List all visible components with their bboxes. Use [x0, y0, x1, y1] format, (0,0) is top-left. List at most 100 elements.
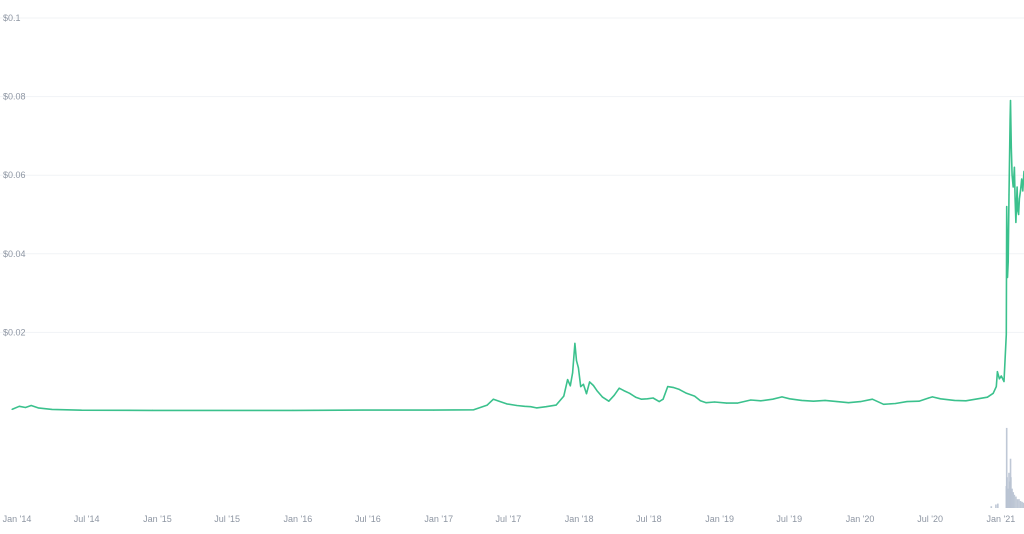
price-point: [824, 399, 826, 401]
price-point: [628, 392, 631, 394]
volume-bar: [1008, 481, 1011, 508]
price-point: [1006, 276, 1009, 278]
volume-bar: [1013, 494, 1016, 508]
price-point: [646, 398, 648, 400]
price-point: [585, 393, 588, 395]
x-axis-ticks: Jan '14 Jul '14 Jan '15 Jul '15 Jan '16 Jul '…: [3, 514, 1016, 524]
price-point: [894, 402, 897, 405]
price-point: [672, 386, 674, 389]
price-point: [1022, 190, 1024, 192]
price-point: [931, 396, 934, 398]
y-tick-label: $0.08: [3, 92, 26, 102]
price-point: [1007, 261, 1009, 263]
price-point: [362, 409, 364, 411]
x-tick-label: Jul '16: [355, 514, 381, 524]
price-point: [1009, 99, 1012, 102]
price-point: [725, 402, 728, 404]
price-point: [977, 398, 979, 400]
price-point: [678, 388, 680, 390]
price-point: [1000, 375, 1002, 377]
price-point: [953, 399, 955, 401]
price-point: [151, 409, 154, 412]
price-point: [1021, 178, 1023, 180]
price-point: [781, 396, 783, 398]
volume-bar: [1021, 501, 1023, 508]
volume-bar: [995, 504, 997, 508]
price-point: [640, 398, 643, 400]
volume-bar: [990, 506, 993, 508]
price-point: [871, 398, 873, 400]
price-point: [1015, 221, 1017, 223]
price-point: [750, 399, 752, 401]
price-point: [567, 378, 569, 381]
volume-bar: [1010, 477, 1012, 508]
price-point: [1005, 333, 1007, 335]
price-point: [530, 406, 532, 408]
price-point: [18, 405, 20, 407]
volume-bar: [1007, 488, 1009, 508]
y-tick-label: $0.06: [3, 170, 26, 180]
price-point: [580, 386, 582, 388]
price-point: [772, 398, 774, 400]
price-point: [30, 404, 32, 407]
x-tick-label: Jul '15: [214, 514, 240, 524]
gridlines: [0, 17, 1024, 333]
price-point: [37, 407, 39, 409]
price-point: [662, 398, 664, 400]
price-point: [789, 398, 791, 400]
x-tick-label: Jan '21: [987, 514, 1016, 524]
y-tick-label: $0.1: [3, 13, 21, 23]
volume-bar: [1016, 499, 1019, 508]
price-point: [1014, 198, 1016, 200]
price-point: [918, 400, 920, 402]
price-point: [221, 409, 223, 412]
price-point: [998, 378, 1000, 380]
price-point: [635, 396, 637, 398]
price-point: [11, 408, 13, 411]
price-point: [486, 404, 488, 406]
price-point: [582, 383, 585, 385]
x-tick-label: Jul '18: [636, 514, 662, 524]
x-tick-label: Jan '15: [143, 514, 172, 524]
volume-bar: [1022, 502, 1024, 508]
x-tick-label: Jan '14: [3, 514, 32, 524]
y-tick-label: $0.02: [3, 327, 26, 337]
x-tick-label: Jan '16: [284, 514, 313, 524]
price-point: [992, 392, 994, 394]
price-point: [1018, 198, 1020, 200]
price-point: [847, 402, 850, 404]
price-point: [1017, 209, 1019, 212]
price-point: [572, 372, 574, 374]
price-point: [812, 400, 815, 402]
price-point: [601, 396, 603, 398]
price-point: [652, 397, 654, 399]
price-point: [694, 395, 696, 397]
x-tick-label: Jul '20: [917, 514, 943, 524]
price-point: [859, 400, 862, 403]
price-line: [11, 99, 1024, 412]
price-point: [506, 403, 508, 405]
price-point: [836, 400, 838, 403]
price-point: [623, 389, 625, 392]
price-point: [685, 392, 688, 394]
price-point: [577, 367, 580, 369]
price-point: [995, 386, 997, 388]
price-point: [555, 404, 557, 406]
x-tick-label: Jan '18: [565, 514, 594, 524]
price-point: [939, 398, 942, 400]
price-point: [535, 407, 538, 409]
volume-bar: [1012, 492, 1015, 508]
price-point: [24, 406, 27, 409]
price-point: [523, 405, 526, 407]
price-point: [986, 396, 989, 398]
price-point: [292, 409, 294, 412]
x-tick-label: Jul '17: [496, 514, 522, 524]
y-tick-label: $0.04: [3, 249, 26, 259]
price-point: [575, 360, 578, 362]
price-point: [667, 386, 669, 388]
x-tick-label: Jul '19: [776, 514, 802, 524]
volume-bar: [1011, 488, 1013, 508]
price-point: [433, 409, 435, 411]
x-tick-label: Jan '20: [846, 514, 875, 524]
